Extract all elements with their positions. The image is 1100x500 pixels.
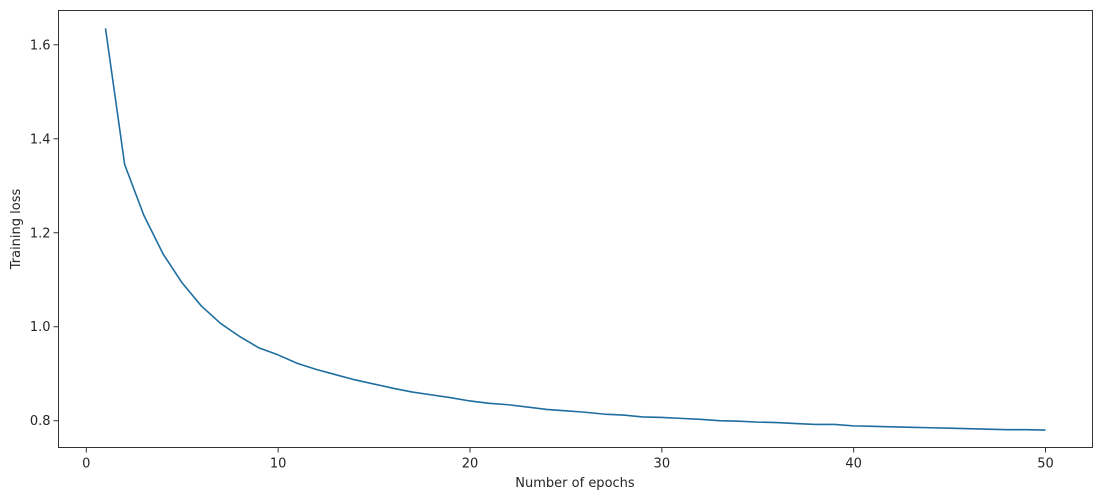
- training-loss-line: [104, 28, 1046, 431]
- x-tick-label: 50: [1037, 457, 1054, 472]
- x-axis-label: Number of epochs: [515, 476, 635, 491]
- y-tick-label: 1.0: [30, 320, 51, 335]
- x-tick-label: 10: [270, 457, 287, 472]
- x-axis-ticks: 0 10 20 30 40 50: [82, 447, 1054, 472]
- x-tick-label: 30: [654, 457, 671, 472]
- x-tick-label: 0: [82, 457, 90, 472]
- y-tick-label: 0.8: [30, 414, 51, 429]
- y-axis-label: Training loss: [9, 189, 24, 271]
- y-tick-label: 1.2: [30, 226, 51, 241]
- y-axis-ticks: 0.8 1.0 1.2 1.4 1.6: [30, 38, 59, 429]
- series-layer: [104, 28, 1046, 431]
- y-tick-label: 1.6: [30, 38, 51, 53]
- y-tick-label: 1.4: [30, 132, 51, 147]
- x-tick-label: 20: [462, 457, 479, 472]
- plot-frame: [58, 10, 1093, 448]
- x-tick-label: 40: [845, 457, 862, 472]
